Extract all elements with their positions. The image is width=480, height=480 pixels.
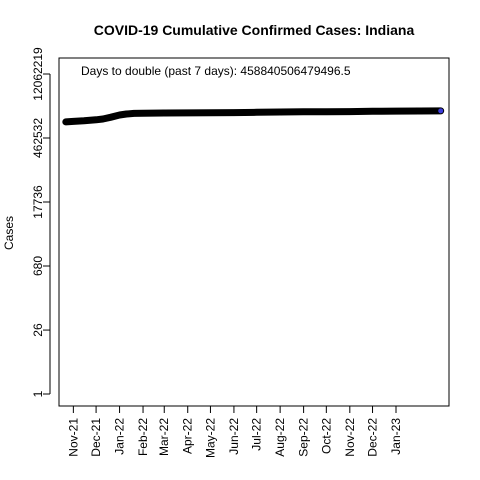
x-tick-label: Dec-21 — [89, 418, 103, 457]
x-tick-label: Aug-22 — [273, 418, 287, 457]
y-tick-label: 17736 — [31, 185, 45, 219]
x-tick-label: May-22 — [203, 418, 217, 458]
doubling-time-annotation: Days to double (past 7 days): 4588405064… — [81, 64, 351, 78]
y-tick-label: 12062219 — [31, 47, 45, 101]
y-tick-label: 26 — [31, 323, 45, 337]
x-tick-label: Jul-22 — [250, 418, 264, 451]
x-tick-label: Jan-23 — [389, 418, 403, 455]
series-layer — [62, 107, 445, 126]
x-tick-label: Sep-22 — [297, 418, 311, 457]
x-tick-label: Oct-22 — [319, 418, 333, 454]
y-tick-label: 680 — [31, 256, 45, 276]
x-tick-label: Jun-22 — [227, 418, 241, 455]
y-tick-label: 462532 — [31, 118, 45, 158]
x-tick-label: Feb-22 — [136, 418, 150, 456]
x-tick-label: Nov-21 — [66, 418, 80, 457]
x-axis: Nov-21 Dec-21 Jan-22 Feb-22 Mar-22 Apr-22 May-… — [66, 405, 403, 458]
x-tick-label: Mar-22 — [157, 418, 171, 456]
x-tick-label: Apr-22 — [181, 418, 195, 454]
cases-line — [62, 107, 445, 126]
x-tick-label: Jan-22 — [113, 418, 127, 455]
latest-point — [438, 108, 444, 114]
chart-title: COVID-19 Cumulative Confirmed Cases: Ind… — [94, 22, 415, 38]
y-axis: 1 26 680 17736 462532 12062219 — [31, 47, 51, 397]
x-tick-label: Dec-22 — [366, 418, 380, 457]
y-tick-label: 1 — [31, 390, 45, 397]
x-tick-label: Nov-22 — [343, 418, 357, 457]
y-axis-label: Cases — [2, 216, 16, 250]
